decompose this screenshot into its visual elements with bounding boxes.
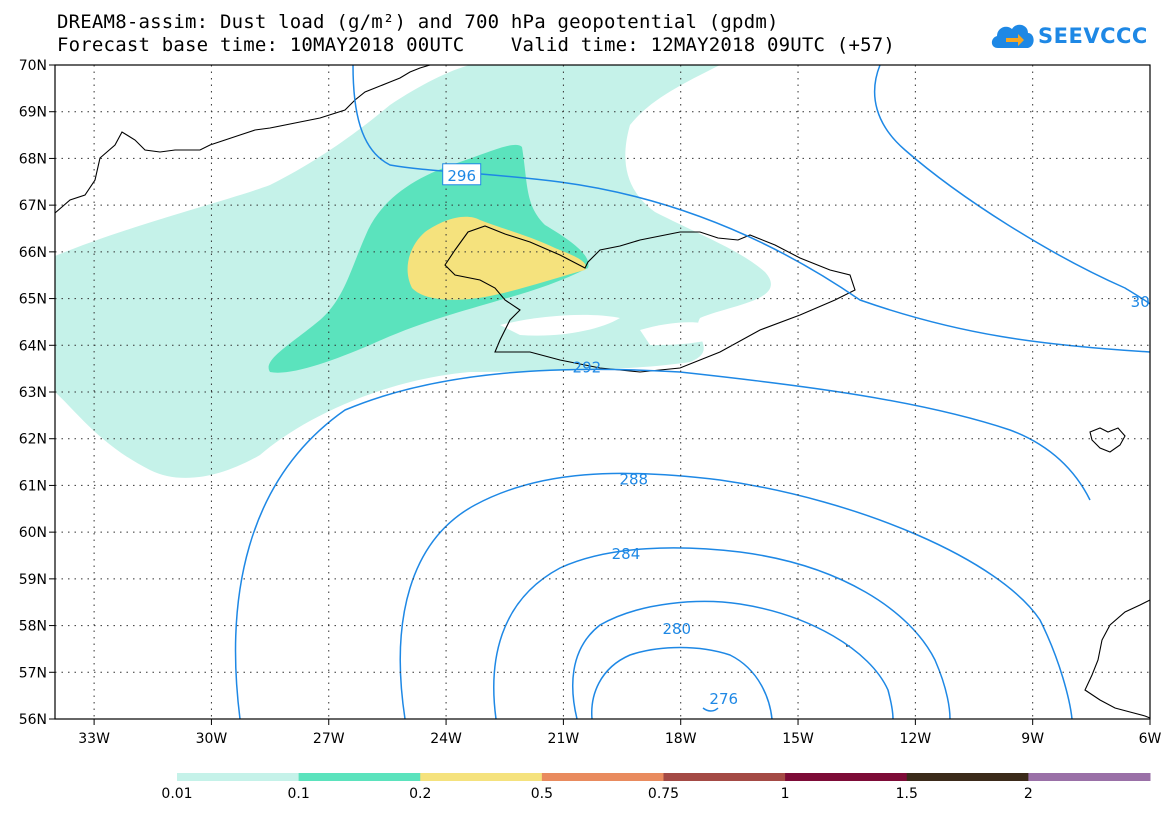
colorbar-swatch	[298, 773, 421, 781]
lat-tick-label: 65N	[19, 292, 47, 308]
colorbar-label: 0.75	[648, 786, 679, 802]
lon-tick-label: 30W	[196, 731, 228, 747]
colorbar-swatch	[177, 773, 300, 781]
colorbar-swatch	[420, 773, 543, 781]
dust-gap-south-iceland	[500, 314, 620, 336]
contour-label: 284	[612, 545, 641, 563]
dust-field	[55, 65, 771, 478]
axis-ticks: 33W 30W 27W 24W 21W 18W 15W 12W 9W 6W 70N 69N 68N 67N…	[19, 58, 1162, 747]
contour-label: 280	[662, 620, 691, 638]
colorbar-label: 0.5	[531, 786, 553, 802]
lat-tick-label: 60N	[19, 525, 47, 541]
greenland-coast	[54, 64, 431, 214]
lat-tick-label: 62N	[19, 432, 47, 448]
lon-tick-label: 27W	[313, 731, 345, 747]
contour-labels: 296 292 288 284 280 276 30	[442, 163, 1150, 708]
dust-area-0.2	[407, 216, 586, 300]
geopotential-contours	[234, 64, 1151, 720]
contour-280	[571, 600, 894, 720]
map-subtitle: Forecast base time: 10MAY2018 00UTC Vali…	[57, 34, 896, 56]
contour-label: 276	[709, 690, 738, 708]
lat-tick-label: 59N	[19, 572, 47, 588]
contour-296	[352, 64, 1151, 353]
lon-tick-label: 6W	[1139, 731, 1162, 747]
lon-tick-label: 33W	[78, 731, 110, 747]
lat-tick-label: 69N	[19, 105, 47, 121]
colorbar-label: 0.1	[287, 786, 309, 802]
lat-tick-label: 56N	[19, 712, 47, 728]
colorbar-label: 2	[1024, 786, 1033, 802]
contour-label: 296	[447, 167, 476, 185]
lat-tick-label: 68N	[19, 151, 47, 167]
faroe-islands	[1089, 427, 1126, 453]
lat-tick-label: 64N	[19, 338, 47, 354]
colorbar: 0.01 0.1 0.2 0.5 0.75 1 1.5 2	[161, 773, 1151, 802]
contour-label: 288	[619, 470, 648, 488]
map-title: DREAM8-assim: Dust load (g/m²) and 700 h…	[57, 11, 779, 33]
dust-gap-east-iceland	[640, 322, 725, 345]
cloud-icon	[991, 24, 1034, 48]
contour-276	[702, 707, 719, 712]
contour-284	[493, 547, 951, 720]
contour-label: 292	[573, 358, 602, 376]
lon-tick-label: 12W	[900, 731, 932, 747]
colorbar-swatch	[541, 773, 664, 781]
lon-tick-label: 18W	[665, 731, 697, 747]
coastlines	[54, 64, 1151, 719]
contour-300	[873, 64, 1151, 305]
contour-292	[234, 368, 1091, 720]
colorbar-swatch	[663, 773, 786, 781]
colorbar-label: 1	[781, 786, 790, 802]
lat-tick-label: 63N	[19, 385, 47, 401]
lat-tick-label: 67N	[19, 198, 47, 214]
colorbar-swatch	[906, 773, 1029, 781]
lon-tick-label: 15W	[782, 731, 814, 747]
lat-tick-label: 57N	[19, 665, 47, 681]
colorbar-label: 0.2	[409, 786, 431, 802]
colorbar-swatch	[785, 773, 908, 781]
lon-tick-label: 21W	[548, 731, 580, 747]
contour-south-extra	[591, 646, 773, 720]
iceland-coast	[444, 225, 856, 373]
contour-288	[399, 472, 1073, 720]
colorbar-label: 1.5	[896, 786, 918, 802]
lon-tick-label: 9W	[1021, 731, 1044, 747]
lat-tick-label: 70N	[19, 58, 47, 74]
lat-tick-label: 61N	[19, 478, 47, 494]
lat-tick-label: 66N	[19, 245, 47, 261]
graticule	[55, 65, 1150, 719]
colorbar-swatch	[1028, 773, 1151, 781]
colorbar-label: 0.01	[161, 786, 192, 802]
contour-label-box	[442, 163, 482, 186]
lat-tick-label: 58N	[19, 619, 47, 635]
scotland-coast	[1084, 599, 1151, 719]
logo-text: SEEVCCC	[1038, 24, 1148, 48]
seevccc-logo: SEEVCCC	[988, 18, 1147, 54]
contour-label: 30	[1131, 293, 1150, 311]
lon-tick-label: 24W	[430, 731, 462, 747]
